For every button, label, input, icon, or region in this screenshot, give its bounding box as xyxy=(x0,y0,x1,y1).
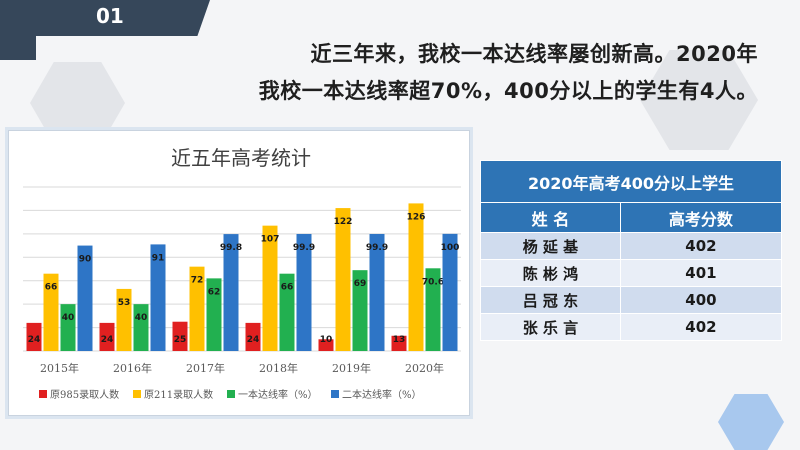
decor-hexagon-bottom xyxy=(718,394,784,450)
data-label: 99.9 xyxy=(366,243,388,253)
bar xyxy=(296,233,312,351)
student-score: 402 xyxy=(619,313,783,341)
score-table: 2020年高考400分以上学生 姓 名 高考分数 杨 延 基 402 陈 彬 鸿… xyxy=(480,160,783,341)
data-label: 69 xyxy=(354,279,367,289)
data-label: 40 xyxy=(135,313,148,323)
bar xyxy=(408,203,424,351)
headline-line-1: 近三年来，我校一本达线率屡创新高。2020年 xyxy=(310,42,758,66)
data-label: 24 xyxy=(101,335,114,345)
data-label: 90 xyxy=(79,255,92,265)
student-score: 400 xyxy=(619,286,783,314)
x-tick-label: 2018年 xyxy=(259,361,298,375)
bar xyxy=(150,244,166,351)
x-tick-label: 2020年 xyxy=(405,361,444,375)
data-label: 122 xyxy=(334,217,353,227)
legend-label: 原985录取人数 xyxy=(50,388,119,401)
bar xyxy=(318,339,334,351)
chart-title: 近五年高考统计 xyxy=(171,146,311,170)
bar xyxy=(172,321,188,351)
chart-panel: 近五年高考统计 24 66 40 90 2015年 24 53 40 91 2016年 25 72 62 9… xyxy=(8,130,470,416)
bar xyxy=(262,225,278,351)
bar xyxy=(223,234,239,351)
bar xyxy=(189,266,205,351)
bar xyxy=(279,273,295,351)
data-label: 100 xyxy=(441,243,460,253)
data-label: 24 xyxy=(28,335,41,345)
data-label: 99.8 xyxy=(220,243,242,253)
table-row: 杨 延 基 402 xyxy=(480,232,783,260)
legend-swatch xyxy=(39,390,47,398)
data-label: 91 xyxy=(152,253,165,263)
legend-swatch xyxy=(331,390,339,398)
bar xyxy=(206,278,222,351)
table-row: 张 乐 言 402 xyxy=(480,313,783,341)
bar xyxy=(442,233,458,351)
student-name: 吕 冠 东 xyxy=(480,286,621,314)
x-tick-label: 2019年 xyxy=(332,361,371,375)
student-name: 杨 延 基 xyxy=(480,232,621,260)
x-tick-label: 2017年 xyxy=(186,361,225,375)
data-label: 24 xyxy=(247,335,260,345)
bar xyxy=(26,322,42,351)
legend-label: 二本达线率（%） xyxy=(342,388,422,401)
data-label: 66 xyxy=(281,283,294,293)
data-label: 72 xyxy=(191,276,204,286)
legend-swatch xyxy=(133,390,141,398)
data-label: 107 xyxy=(261,235,280,245)
bar xyxy=(60,304,76,351)
table-header-score: 高考分数 xyxy=(619,202,783,233)
legend-label: 一本达线率（%） xyxy=(238,388,318,401)
table-caption: 2020年高考400分以上学生 xyxy=(480,160,782,203)
student-name: 陈 彬 鸿 xyxy=(480,259,621,287)
table-row: 陈 彬 鸿 401 xyxy=(480,259,783,287)
bar xyxy=(391,335,407,351)
bar xyxy=(352,270,368,351)
bar xyxy=(245,322,261,351)
data-label: 13 xyxy=(393,335,406,345)
section-number: 01 xyxy=(96,4,124,28)
student-name: 张 乐 言 xyxy=(480,313,621,341)
data-label: 10 xyxy=(320,335,333,345)
table-row: 吕 冠 东 400 xyxy=(480,286,783,314)
data-label: 53 xyxy=(118,298,131,308)
bar xyxy=(369,233,385,351)
bar xyxy=(116,288,132,351)
data-label: 70.6 xyxy=(422,277,444,287)
x-tick-label: 2015年 xyxy=(40,361,79,375)
table-header-name: 姓 名 xyxy=(480,202,621,233)
data-label: 40 xyxy=(62,313,75,323)
bar xyxy=(335,208,351,351)
bar-chart: 近五年高考统计 24 66 40 90 2015年 24 53 40 91 2016年 25 72 62 9… xyxy=(23,146,461,401)
student-score: 402 xyxy=(619,232,783,260)
data-label: 25 xyxy=(174,335,187,345)
data-label: 66 xyxy=(45,283,58,293)
section-tab xyxy=(0,0,210,36)
bar xyxy=(99,322,115,351)
student-score: 401 xyxy=(619,259,783,287)
bar xyxy=(425,268,441,351)
bar xyxy=(43,273,59,351)
data-label: 99.9 xyxy=(293,243,315,253)
data-label: 126 xyxy=(407,212,426,222)
data-label: 62 xyxy=(208,287,221,297)
x-tick-label: 2016年 xyxy=(113,361,152,375)
headline-line-2: 我校一本达线率超70%，400分以上的学生有4人。 xyxy=(258,79,758,103)
bar xyxy=(77,245,93,351)
bar xyxy=(133,304,149,351)
legend-label: 原211录取人数 xyxy=(144,388,213,401)
decor-hexagon-right xyxy=(640,50,758,150)
legend-swatch xyxy=(227,390,235,398)
